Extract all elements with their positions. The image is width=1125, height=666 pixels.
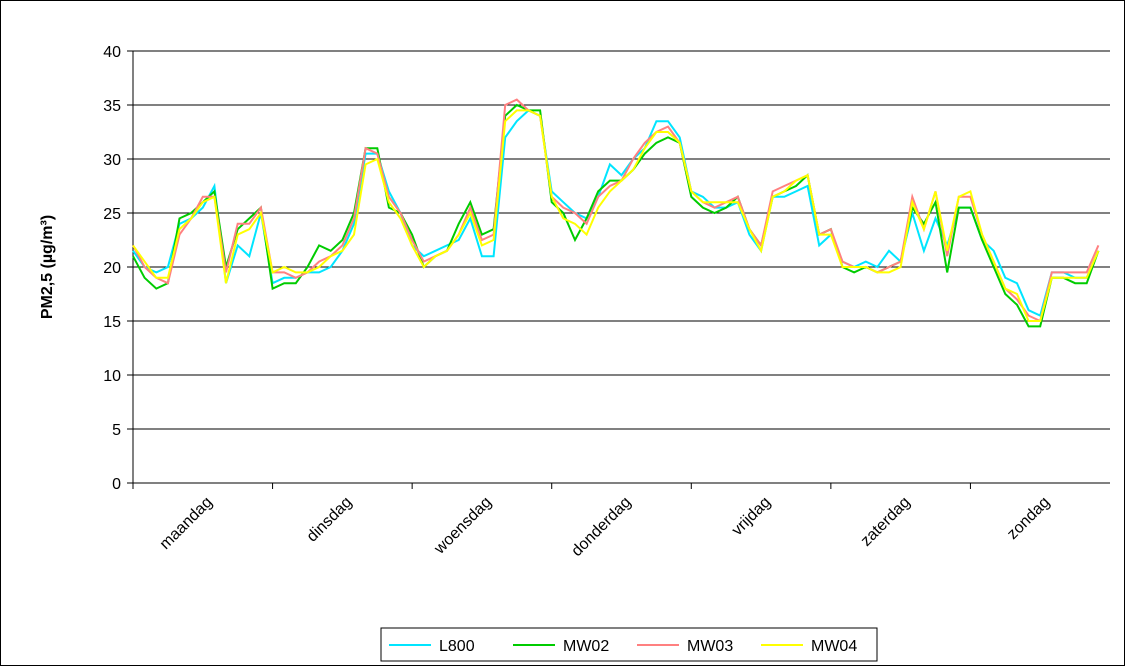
- data-line: [132, 109, 1100, 322]
- y-tick-label: 25: [103, 206, 121, 223]
- legend-label: MW02: [563, 638, 609, 655]
- y-tick-label: 20: [103, 260, 121, 277]
- y-tick-label: 10: [103, 368, 121, 385]
- y-tick-label: 15: [103, 314, 121, 331]
- y-axis-label: PM2,5 (µg/m³): [39, 215, 56, 319]
- legend-label: L800: [439, 638, 475, 655]
- y-tick-label: 5: [112, 422, 121, 439]
- y-tick-label: 35: [103, 98, 121, 115]
- legend-label: MW03: [687, 638, 733, 655]
- legend-label: MW04: [811, 638, 857, 655]
- y-tick-label: 30: [103, 152, 121, 169]
- data-line: [132, 103, 1100, 328]
- y-tick-label: 40: [103, 44, 121, 61]
- y-tick-label: 0: [112, 476, 121, 493]
